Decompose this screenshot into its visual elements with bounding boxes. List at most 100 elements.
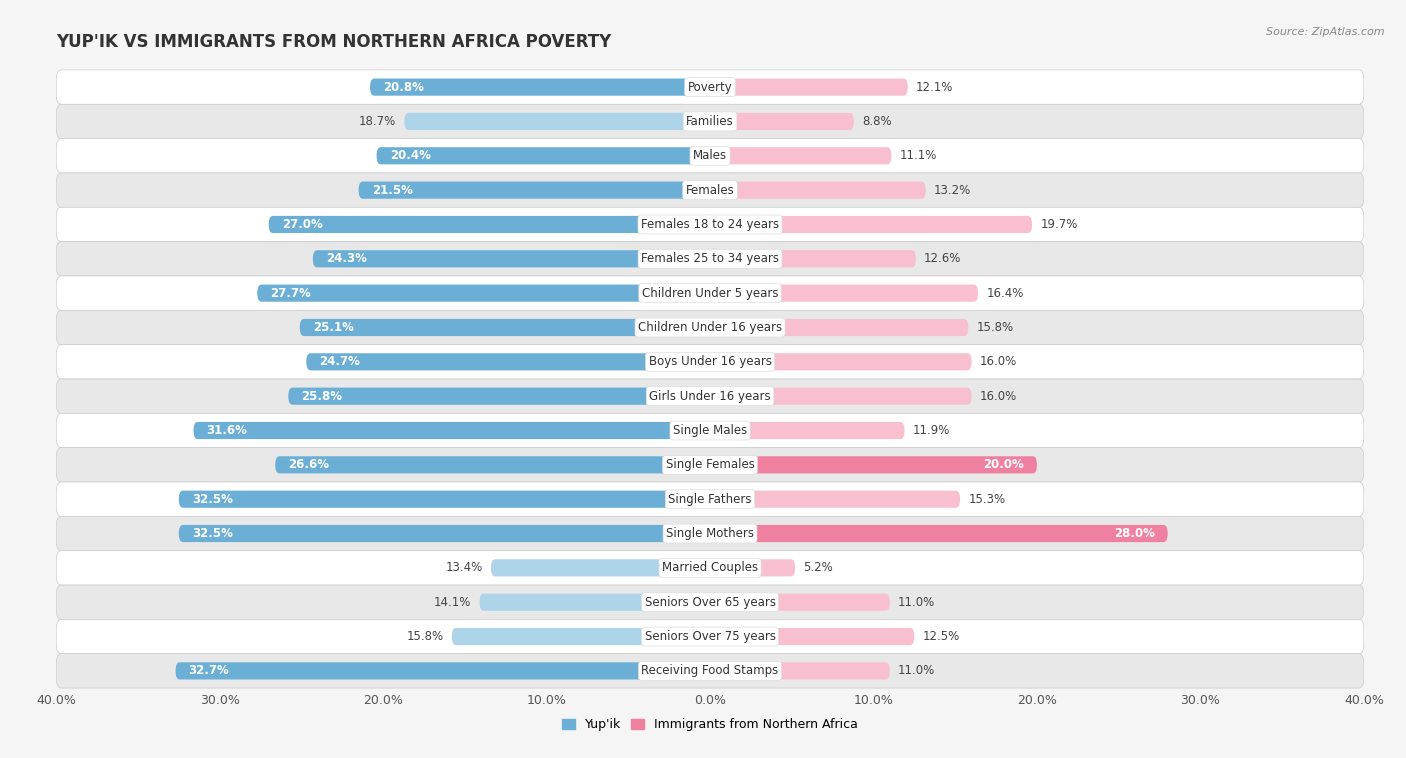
Text: 15.8%: 15.8% — [976, 321, 1014, 334]
FancyBboxPatch shape — [194, 422, 710, 439]
FancyBboxPatch shape — [710, 284, 979, 302]
Text: 18.7%: 18.7% — [359, 115, 396, 128]
Text: 26.6%: 26.6% — [288, 459, 329, 471]
FancyBboxPatch shape — [56, 139, 1364, 173]
Text: 21.5%: 21.5% — [371, 183, 412, 196]
Text: YUP'IK VS IMMIGRANTS FROM NORTHERN AFRICA POVERTY: YUP'IK VS IMMIGRANTS FROM NORTHERN AFRIC… — [56, 33, 612, 52]
FancyBboxPatch shape — [56, 551, 1364, 585]
FancyBboxPatch shape — [710, 628, 914, 645]
Text: Seniors Over 75 years: Seniors Over 75 years — [644, 630, 776, 643]
FancyBboxPatch shape — [56, 413, 1364, 448]
Text: Source: ZipAtlas.com: Source: ZipAtlas.com — [1267, 27, 1385, 36]
Text: 25.8%: 25.8% — [301, 390, 343, 402]
FancyBboxPatch shape — [451, 628, 710, 645]
Text: Single Males: Single Males — [673, 424, 747, 437]
FancyBboxPatch shape — [710, 182, 925, 199]
Text: 19.7%: 19.7% — [1040, 218, 1077, 231]
Text: 16.0%: 16.0% — [980, 390, 1017, 402]
FancyBboxPatch shape — [176, 662, 710, 679]
Text: 20.4%: 20.4% — [389, 149, 430, 162]
Text: 8.8%: 8.8% — [862, 115, 891, 128]
FancyBboxPatch shape — [710, 490, 960, 508]
Text: 20.8%: 20.8% — [382, 80, 425, 93]
Text: Poverty: Poverty — [688, 80, 733, 93]
Text: Girls Under 16 years: Girls Under 16 years — [650, 390, 770, 402]
Text: 15.8%: 15.8% — [406, 630, 444, 643]
Text: 28.0%: 28.0% — [1114, 527, 1154, 540]
Text: Males: Males — [693, 149, 727, 162]
Text: 11.0%: 11.0% — [898, 596, 935, 609]
Text: Children Under 5 years: Children Under 5 years — [641, 287, 779, 299]
FancyBboxPatch shape — [276, 456, 710, 474]
FancyBboxPatch shape — [56, 585, 1364, 619]
Text: 16.4%: 16.4% — [986, 287, 1024, 299]
Text: 27.7%: 27.7% — [270, 287, 311, 299]
FancyBboxPatch shape — [56, 242, 1364, 276]
FancyBboxPatch shape — [299, 319, 710, 336]
Text: Females: Females — [686, 183, 734, 196]
FancyBboxPatch shape — [710, 594, 890, 611]
FancyBboxPatch shape — [179, 525, 710, 542]
Text: 25.1%: 25.1% — [314, 321, 354, 334]
Text: 31.6%: 31.6% — [207, 424, 247, 437]
Text: Seniors Over 65 years: Seniors Over 65 years — [644, 596, 776, 609]
FancyBboxPatch shape — [56, 173, 1364, 207]
FancyBboxPatch shape — [491, 559, 710, 576]
Text: 13.2%: 13.2% — [934, 183, 972, 196]
FancyBboxPatch shape — [179, 490, 710, 508]
FancyBboxPatch shape — [56, 653, 1364, 688]
FancyBboxPatch shape — [307, 353, 710, 371]
Text: 32.5%: 32.5% — [191, 493, 233, 506]
FancyBboxPatch shape — [710, 79, 908, 96]
Text: 11.0%: 11.0% — [898, 665, 935, 678]
FancyBboxPatch shape — [257, 284, 710, 302]
Text: 12.5%: 12.5% — [922, 630, 960, 643]
Text: Married Couples: Married Couples — [662, 562, 758, 575]
Text: Single Fathers: Single Fathers — [668, 493, 752, 506]
Text: Boys Under 16 years: Boys Under 16 years — [648, 356, 772, 368]
FancyBboxPatch shape — [710, 216, 1032, 233]
FancyBboxPatch shape — [710, 353, 972, 371]
FancyBboxPatch shape — [56, 105, 1364, 139]
FancyBboxPatch shape — [288, 387, 710, 405]
FancyBboxPatch shape — [710, 147, 891, 164]
Text: Females 25 to 34 years: Females 25 to 34 years — [641, 252, 779, 265]
FancyBboxPatch shape — [710, 662, 890, 679]
FancyBboxPatch shape — [710, 250, 915, 268]
FancyBboxPatch shape — [710, 559, 794, 576]
FancyBboxPatch shape — [56, 619, 1364, 653]
FancyBboxPatch shape — [56, 207, 1364, 242]
FancyBboxPatch shape — [710, 456, 1038, 474]
Legend: Yup'ik, Immigrants from Northern Africa: Yup'ik, Immigrants from Northern Africa — [557, 713, 863, 736]
FancyBboxPatch shape — [56, 345, 1364, 379]
Text: 12.6%: 12.6% — [924, 252, 962, 265]
Text: 24.3%: 24.3% — [326, 252, 367, 265]
FancyBboxPatch shape — [56, 310, 1364, 345]
Text: Children Under 16 years: Children Under 16 years — [638, 321, 782, 334]
FancyBboxPatch shape — [710, 319, 969, 336]
Text: 20.0%: 20.0% — [983, 459, 1024, 471]
Text: 32.7%: 32.7% — [188, 665, 229, 678]
FancyBboxPatch shape — [405, 113, 710, 130]
Text: 27.0%: 27.0% — [281, 218, 322, 231]
Text: Receiving Food Stamps: Receiving Food Stamps — [641, 665, 779, 678]
FancyBboxPatch shape — [370, 79, 710, 96]
FancyBboxPatch shape — [710, 525, 1167, 542]
FancyBboxPatch shape — [269, 216, 710, 233]
FancyBboxPatch shape — [359, 182, 710, 199]
Text: 11.9%: 11.9% — [912, 424, 950, 437]
FancyBboxPatch shape — [56, 448, 1364, 482]
Text: Females 18 to 24 years: Females 18 to 24 years — [641, 218, 779, 231]
FancyBboxPatch shape — [56, 516, 1364, 551]
Text: 5.2%: 5.2% — [803, 562, 832, 575]
FancyBboxPatch shape — [56, 70, 1364, 105]
FancyBboxPatch shape — [710, 387, 972, 405]
Text: 16.0%: 16.0% — [980, 356, 1017, 368]
Text: Single Mothers: Single Mothers — [666, 527, 754, 540]
FancyBboxPatch shape — [56, 379, 1364, 413]
Text: 13.4%: 13.4% — [446, 562, 482, 575]
FancyBboxPatch shape — [56, 276, 1364, 310]
Text: Single Females: Single Females — [665, 459, 755, 471]
Text: 32.5%: 32.5% — [191, 527, 233, 540]
Text: 12.1%: 12.1% — [915, 80, 953, 93]
